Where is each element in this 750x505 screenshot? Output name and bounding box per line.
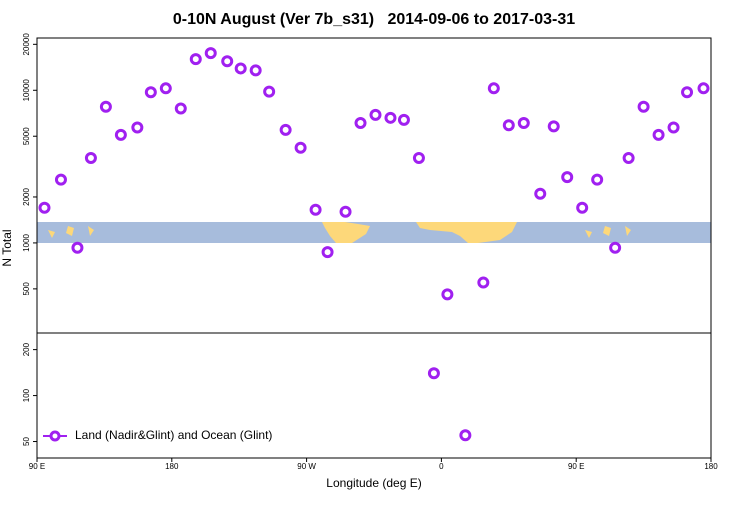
plot-frame	[36, 37, 712, 459]
y-tick-label: 100	[22, 388, 31, 402]
x-axis-label: Longitude (deg E)	[326, 476, 421, 490]
data-point	[622, 152, 635, 165]
y-tick-label: 500	[22, 282, 31, 296]
y-tick-label: 20000	[22, 33, 31, 56]
data-point	[221, 55, 234, 68]
x-tick-label: 0	[439, 462, 444, 471]
data-point	[174, 102, 187, 115]
y-tick-label: 2000	[22, 188, 31, 206]
data-point	[591, 173, 604, 186]
data-point	[561, 171, 574, 184]
data-point	[517, 117, 530, 130]
data-point	[339, 205, 352, 218]
data-point	[54, 173, 67, 186]
data-point	[412, 152, 425, 165]
data-point	[681, 86, 694, 99]
y-tick-label: 5000	[22, 127, 31, 145]
data-point	[547, 120, 560, 133]
data-point	[279, 123, 292, 136]
data-point	[84, 152, 97, 165]
data-point	[309, 203, 322, 216]
data-point	[99, 100, 112, 113]
data-point	[667, 121, 680, 134]
y-tick-label: 10000	[22, 79, 31, 102]
data-point	[477, 276, 490, 289]
x-tick-label: 90 E	[29, 462, 45, 471]
data-point	[114, 128, 127, 141]
data-point	[534, 187, 547, 200]
data-point	[354, 117, 367, 130]
x-tick-label: 90 W	[297, 462, 316, 471]
data-point	[427, 367, 440, 380]
data-point	[131, 121, 144, 134]
data-point	[697, 82, 710, 95]
data-point	[459, 429, 472, 442]
data-point	[249, 64, 262, 77]
data-point	[204, 47, 217, 60]
data-point	[369, 108, 382, 121]
data-point	[609, 241, 622, 254]
data-point	[652, 128, 665, 141]
legend-label: Land (Nadir&Glint) and Ocean (Glint)	[75, 428, 272, 442]
data-point	[189, 53, 202, 66]
data-point	[234, 62, 247, 75]
data-point	[144, 86, 157, 99]
data-point	[502, 119, 515, 132]
data-point	[159, 82, 172, 95]
y-axis-label: N Total	[0, 229, 14, 266]
data-point	[637, 100, 650, 113]
x-tick-label: 180	[704, 462, 718, 471]
data-point	[576, 201, 589, 214]
x-tick-label: 180	[165, 462, 179, 471]
data-point	[71, 241, 84, 254]
map-band	[37, 222, 711, 243]
legend-marker	[49, 430, 61, 442]
data-point	[487, 82, 500, 95]
data-point	[294, 141, 307, 154]
data-point	[384, 111, 397, 124]
y-tick-label: 200	[22, 342, 31, 356]
y-tick-label: 50	[22, 437, 31, 446]
x-tick-label: 90 E	[568, 462, 584, 471]
chart-title: 0-10N August (Ver 7b_s31) 2014-09-06 to …	[173, 11, 575, 28]
data-point	[321, 246, 334, 259]
y-tick-label: 1000	[22, 233, 31, 251]
data-point	[38, 201, 51, 214]
data-point	[397, 113, 410, 126]
data-point	[263, 85, 276, 98]
data-point	[441, 288, 454, 301]
